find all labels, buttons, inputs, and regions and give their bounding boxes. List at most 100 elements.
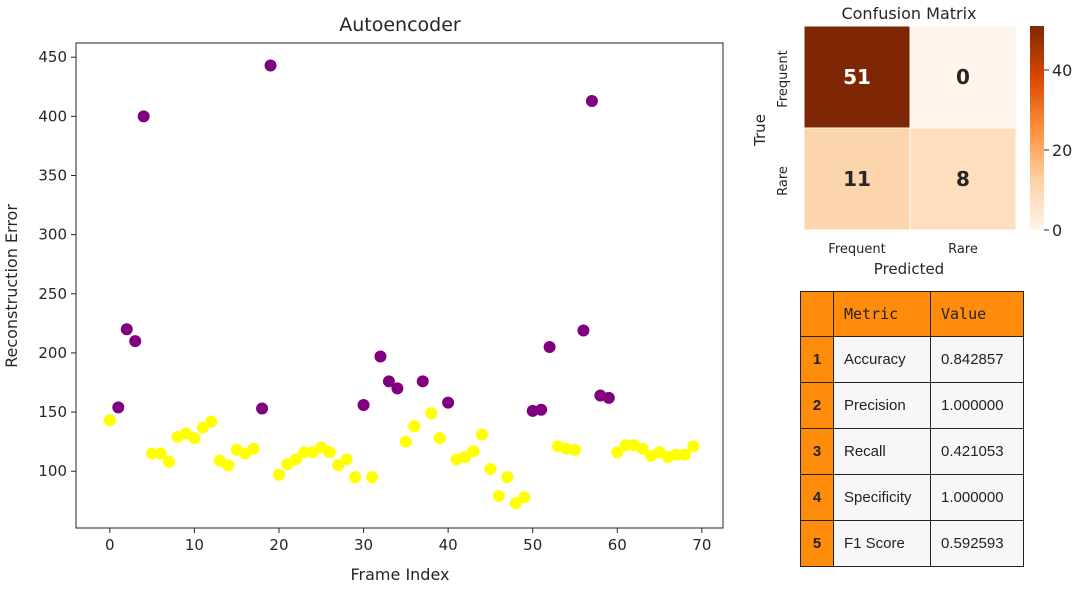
metric-value: 1.000000 <box>930 474 1024 521</box>
normal-point <box>619 439 632 452</box>
normal-point <box>568 443 581 456</box>
anomaly-point <box>382 375 395 388</box>
normal-point <box>323 446 336 459</box>
metric-name: Specificity <box>833 474 931 521</box>
scatter-y-axis: 100 150 200 250 300 350 400 450 <box>38 48 76 480</box>
x-tick-label: 60 <box>608 536 627 554</box>
scatter-x-axis: 0 10 20 30 40 50 60 70 <box>105 528 711 554</box>
anomaly-point <box>112 401 125 414</box>
heatmap-x-label: Predicted <box>874 260 944 278</box>
x-tick-label: 40 <box>439 536 458 554</box>
heatmap-cell <box>803 25 911 129</box>
metric-name: Accuracy <box>833 336 931 383</box>
anomaly-point <box>442 396 455 409</box>
metric-value: 0.421053 <box>930 428 1024 475</box>
anomaly-point <box>120 323 133 336</box>
heatmap-row-label-frequent: Frequent <box>776 50 791 107</box>
metrics-table: Metric Value 1 Accuracy 0.842857 2 Preci… <box>800 291 1024 567</box>
heatmap-cell-value: 8 <box>956 167 970 191</box>
normal-point <box>196 421 209 434</box>
anomaly-point <box>416 375 429 388</box>
metric-value: 0.842857 <box>930 336 1024 383</box>
anomaly-point <box>543 341 556 354</box>
y-tick-label: 450 <box>38 48 67 66</box>
scatter-y-label: Reconstruction Error <box>2 204 21 368</box>
normal-point <box>146 447 159 460</box>
heatmap-title: Confusion Matrix <box>841 4 976 23</box>
normal-point <box>425 407 438 420</box>
metric-value: 1.000000 <box>930 382 1024 429</box>
normal-point <box>670 448 683 461</box>
normal-point <box>366 471 379 484</box>
metric-value: 0.592593 <box>930 520 1024 567</box>
scatter-points <box>103 59 700 510</box>
table-row: 3 Recall 0.421053 <box>800 428 1024 475</box>
y-tick-label: 250 <box>38 285 67 303</box>
normal-point <box>272 468 285 481</box>
normal-point <box>492 490 505 503</box>
row-index: 4 <box>800 474 834 521</box>
metrics-header-row: Metric Value <box>800 291 1024 337</box>
heatmap-cell <box>803 127 911 231</box>
normal-point <box>163 455 176 468</box>
normal-point <box>340 453 353 466</box>
heatmap-col-label-rare: Rare <box>948 242 978 257</box>
normal-point <box>501 471 514 484</box>
colorbar <box>1030 26 1044 230</box>
colorbar-tick-label: 20 <box>1052 141 1072 160</box>
anomaly-point <box>256 402 269 415</box>
anomaly-point <box>357 398 370 411</box>
anomaly-point <box>391 382 404 395</box>
normal-point <box>467 445 480 458</box>
normal-point <box>687 440 700 453</box>
normal-point <box>205 415 218 428</box>
table-row: 5 F1 Score 0.592593 <box>800 520 1024 567</box>
metrics-header-index <box>800 291 834 337</box>
anomaly-point <box>602 391 615 404</box>
normal-point <box>103 414 116 427</box>
x-tick-label: 20 <box>269 536 288 554</box>
colorbar-tick-label: 40 <box>1052 61 1072 80</box>
heatmap-row-label-rare: Rare <box>776 166 791 196</box>
heatmap-cell <box>909 127 1017 231</box>
y-tick-label: 200 <box>38 344 67 362</box>
normal-point <box>154 447 167 460</box>
normal-point <box>636 442 649 455</box>
normal-point <box>222 459 235 472</box>
normal-point <box>408 420 421 433</box>
normal-point <box>332 459 345 472</box>
x-tick-label: 10 <box>185 536 204 554</box>
normal-point <box>298 446 311 459</box>
metrics-header-value: Value <box>930 291 1024 337</box>
metric-name: Precision <box>833 382 931 429</box>
heatmap-cell-value: 51 <box>843 65 871 89</box>
metric-name: F1 Score <box>833 520 931 567</box>
row-index: 2 <box>800 382 834 429</box>
anomaly-point <box>137 110 150 123</box>
heatmap-cell-value: 0 <box>956 65 970 89</box>
row-index: 3 <box>800 428 834 475</box>
normal-point <box>509 497 522 510</box>
anomaly-point <box>535 403 548 416</box>
normal-point <box>611 446 624 459</box>
row-index: 5 <box>800 520 834 567</box>
table-row: 4 Specificity 1.000000 <box>800 474 1024 521</box>
anomaly-point <box>374 350 387 363</box>
colorbar-ticks: 40 20 0 <box>1044 61 1072 240</box>
normal-point <box>484 462 497 475</box>
normal-point <box>289 453 302 466</box>
metrics-header-metric: Metric <box>833 291 931 337</box>
colorbar-tick-label: 0 <box>1052 221 1062 240</box>
y-tick-label: 300 <box>38 226 67 244</box>
y-tick-label: 100 <box>38 462 67 480</box>
anomaly-point <box>129 335 142 348</box>
table-row: 1 Accuracy 0.842857 <box>800 336 1024 383</box>
normal-point <box>433 432 446 445</box>
normal-point <box>518 491 531 504</box>
anomaly-point <box>585 94 598 107</box>
normal-point <box>678 448 691 461</box>
heatmap-y-label: True <box>751 114 769 147</box>
x-tick-label: 0 <box>105 536 115 554</box>
heatmap-cells: 51 0 11 8 <box>803 25 1017 231</box>
